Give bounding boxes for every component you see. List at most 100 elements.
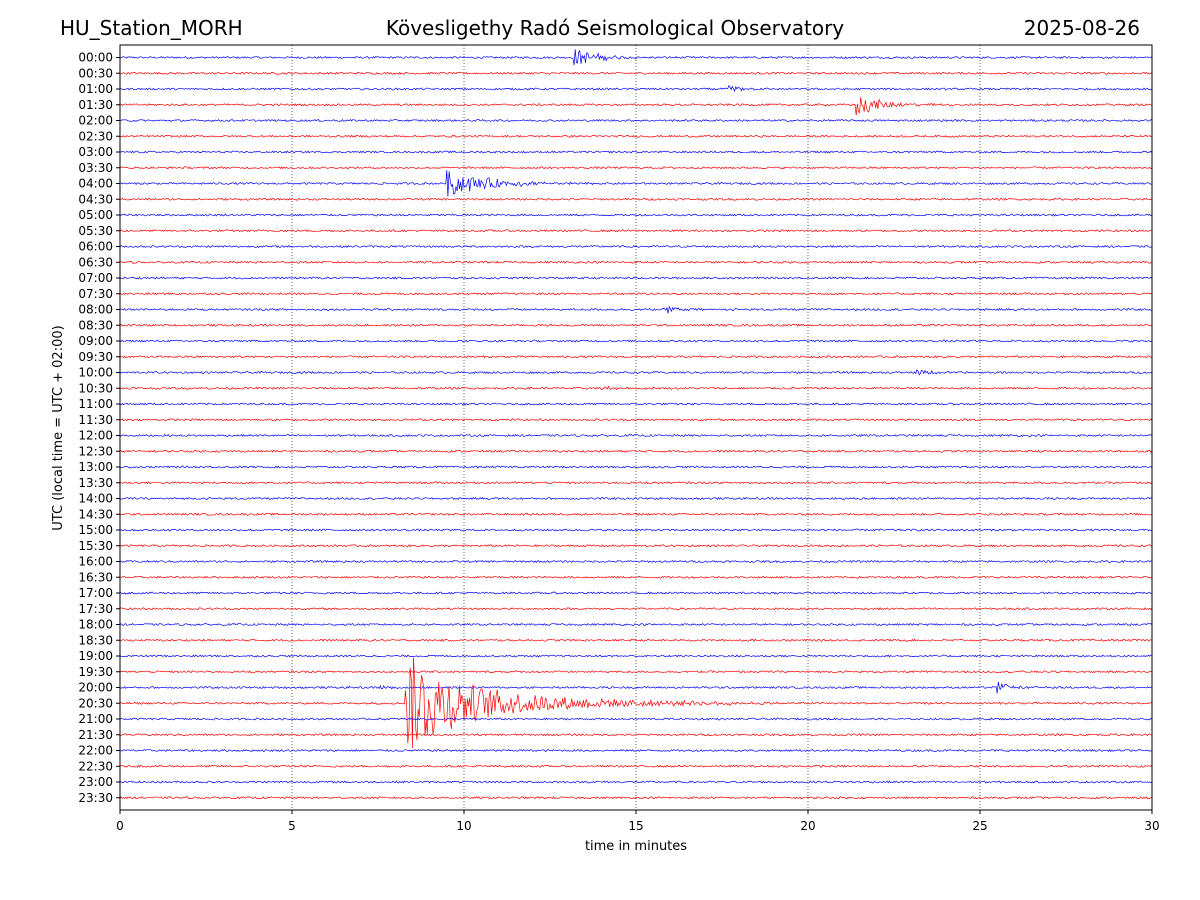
y-tick-label: 07:30 xyxy=(78,287,113,301)
trace-1630 xyxy=(119,575,1153,579)
y-tick-label: 17:30 xyxy=(78,602,113,616)
y-tick-label: 15:30 xyxy=(78,539,113,553)
trace-1130 xyxy=(119,418,1153,422)
trace-1330 xyxy=(119,481,1153,485)
y-tick-label: 15:00 xyxy=(78,523,113,537)
trace-2100 xyxy=(119,717,1153,721)
y-tick-label: 02:30 xyxy=(78,129,113,143)
trace-1500 xyxy=(119,528,1153,532)
y-tick-label: 00:00 xyxy=(78,51,113,65)
trace-0300 xyxy=(119,150,1153,154)
chart-title: Kövesligethy Radó Seismological Observat… xyxy=(386,16,844,40)
y-tick-label: 18:00 xyxy=(78,618,113,632)
y-tick-label: 06:00 xyxy=(78,240,113,254)
y-tick-label: 22:30 xyxy=(78,759,113,773)
trace-0930 xyxy=(119,355,1153,359)
x-tick-label: 5 xyxy=(288,819,296,833)
trace-1730 xyxy=(119,607,1153,611)
y-tick-label: 16:00 xyxy=(78,555,113,569)
trace-0200 xyxy=(119,118,1153,123)
y-tick-label: 14:30 xyxy=(78,507,113,521)
y-tick-label: 10:30 xyxy=(78,381,113,395)
trace-2230 xyxy=(119,764,1153,768)
y-tick-label: 04:30 xyxy=(78,192,113,206)
trace-1000 xyxy=(119,369,1153,376)
trace-2330 xyxy=(119,796,1153,800)
trace-1230 xyxy=(119,449,1153,453)
trace-1100 xyxy=(119,402,1153,406)
y-tick-label: 13:00 xyxy=(78,460,113,474)
y-tick-label: 06:30 xyxy=(78,255,113,269)
y-tick-label: 20:00 xyxy=(78,681,113,695)
trace-2300 xyxy=(119,780,1153,784)
trace-0400 xyxy=(119,170,1153,197)
trace-2200 xyxy=(119,748,1153,753)
trace-0500 xyxy=(119,213,1153,217)
y-tick-label: 02:00 xyxy=(78,114,113,128)
y-tick-label: 14:00 xyxy=(78,492,113,506)
y-tick-label: 13:30 xyxy=(78,476,113,490)
seismogram-traces xyxy=(119,49,1153,800)
trace-0730 xyxy=(119,292,1153,296)
trace-2130 xyxy=(119,733,1153,737)
trace-0130 xyxy=(119,97,1153,116)
y-tick-label: 21:00 xyxy=(78,712,113,726)
grid-lines xyxy=(291,45,981,810)
trace-0700 xyxy=(119,276,1153,280)
y-tick-label: 19:00 xyxy=(78,649,113,663)
chart-date: 2025-08-26 xyxy=(1024,16,1140,40)
station-name: HU_Station_MORH xyxy=(60,16,243,40)
y-tick-label: 16:30 xyxy=(78,570,113,584)
y-tick-label: 01:00 xyxy=(78,82,113,96)
trace-2000 xyxy=(119,681,1153,694)
x-tick-label: 10 xyxy=(456,819,471,833)
trace-0230 xyxy=(119,134,1153,138)
trace-0000 xyxy=(119,49,1153,66)
x-tick-label: 15 xyxy=(628,819,643,833)
trace-0030 xyxy=(119,71,1153,75)
y-tick-label: 00:30 xyxy=(78,66,113,80)
trace-1530 xyxy=(119,544,1153,548)
trace-1700 xyxy=(119,591,1153,595)
y-tick-label: 01:30 xyxy=(78,98,113,112)
y-tick-label: 04:00 xyxy=(78,177,113,191)
y-tick-label: 03:30 xyxy=(78,161,113,175)
trace-1830 xyxy=(119,638,1153,642)
y-tick-label: 23:30 xyxy=(78,791,113,805)
y-tick-label: 08:00 xyxy=(78,303,113,317)
y-tick-label: 08:30 xyxy=(78,318,113,332)
trace-0830 xyxy=(119,323,1153,327)
y-tick-label: 23:00 xyxy=(78,775,113,789)
y-tick-label: 10:00 xyxy=(78,366,113,380)
y-tick-label: 17:00 xyxy=(78,586,113,600)
x-axis-label: time in minutes xyxy=(585,839,687,854)
y-tick-label: 19:30 xyxy=(78,665,113,679)
y-tick-label: 12:00 xyxy=(78,429,113,443)
trace-1430 xyxy=(119,512,1153,516)
x-axis-ticks: 0 5 10 15 20 25 30 xyxy=(116,810,1160,833)
trace-0100 xyxy=(119,84,1153,93)
trace-0800 xyxy=(120,305,1153,314)
y-tick-label: 03:00 xyxy=(78,145,113,159)
trace-1030 xyxy=(119,385,1153,391)
trace-1600 xyxy=(119,559,1153,564)
y-axis-label: UTC (local time = UTC + 02:00) xyxy=(51,325,66,530)
y-tick-label: 18:30 xyxy=(78,633,113,647)
trace-0330 xyxy=(119,166,1153,170)
trace-0530 xyxy=(119,229,1153,233)
y-tick-label: 12:30 xyxy=(78,444,113,458)
y-tick-label: 09:00 xyxy=(78,334,113,348)
trace-2030 xyxy=(119,657,1153,749)
x-tick-label: 30 xyxy=(1144,819,1159,833)
trace-1930 xyxy=(119,670,1153,674)
y-tick-label: 22:00 xyxy=(78,744,113,758)
x-tick-label: 25 xyxy=(972,819,987,833)
y-tick-label: 09:30 xyxy=(78,350,113,364)
y-tick-label: 07:00 xyxy=(78,271,113,285)
trace-1800 xyxy=(119,622,1153,627)
trace-0600 xyxy=(119,244,1153,249)
trace-1200 xyxy=(119,433,1153,438)
y-tick-label: 05:00 xyxy=(78,208,113,222)
